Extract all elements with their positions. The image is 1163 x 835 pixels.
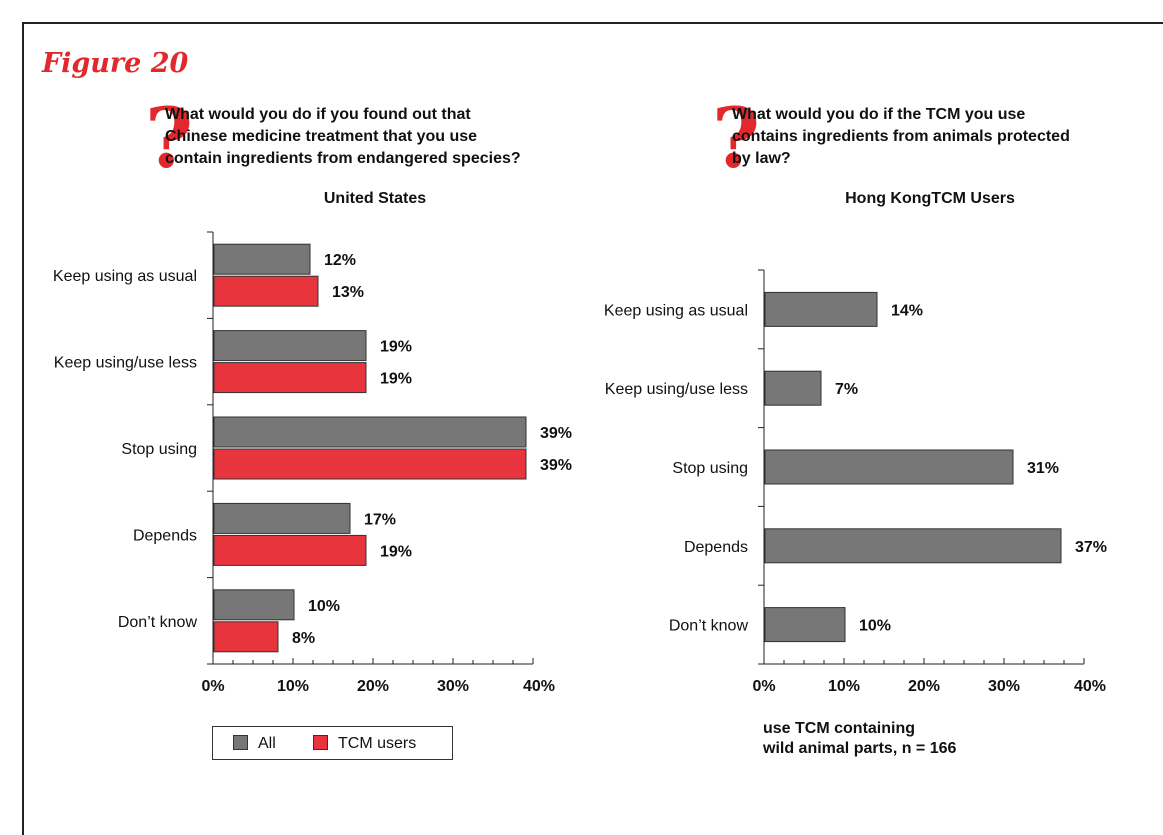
x-tick-label: 0%: [752, 678, 775, 695]
bar: [213, 534, 367, 566]
sample-note-line-1: use TCM containing: [763, 720, 915, 737]
category-label: Don’t know: [669, 618, 749, 635]
left-question-line-1: What would you do if you found out that: [165, 106, 471, 123]
legend-label-tcm: TCM users: [338, 735, 417, 752]
category-label: Don’t know: [118, 614, 198, 631]
right-question-line-1: What would you do if the TCM you use: [732, 106, 1026, 123]
category-label: Depends: [133, 527, 197, 544]
bar: [213, 362, 367, 394]
bar: [213, 243, 311, 275]
right-chart-title: Hong KongTCM Users: [845, 190, 1015, 207]
category-label: Depends: [684, 539, 748, 556]
figure-frame: [22, 22, 1163, 835]
data-label: 19%: [380, 543, 412, 560]
bar: [213, 502, 351, 534]
right-question-line-3: by law?: [732, 150, 791, 167]
category-label: Stop using: [121, 441, 197, 458]
x-tick-label: 40%: [523, 678, 555, 695]
data-label: 14%: [891, 302, 923, 319]
bar: [213, 416, 527, 448]
legend: All TCM users: [212, 726, 453, 760]
data-label: 19%: [380, 339, 412, 356]
bar: [764, 449, 1014, 485]
sample-note-line-2: wild animal parts, n = 166: [763, 740, 957, 757]
category-label: Keep using as usual: [604, 302, 748, 319]
category-label: Keep using as usual: [53, 268, 197, 285]
question-mark-icon: ?: [712, 91, 761, 187]
bar: [213, 275, 319, 307]
legend-swatch-tcm: [313, 735, 328, 750]
data-label: 17%: [364, 511, 396, 528]
data-label: 12%: [324, 252, 356, 269]
bar: [213, 330, 367, 362]
legend-swatch-all: [233, 735, 248, 750]
x-tick-label: 0%: [201, 678, 224, 695]
figure-title: Figure 20: [42, 48, 189, 79]
bar: [764, 528, 1062, 564]
x-tick-label: 40%: [1074, 678, 1106, 695]
data-label: 37%: [1075, 539, 1107, 556]
category-label: Keep using/use less: [54, 355, 197, 372]
left-chart-title: United States: [323, 190, 427, 207]
question-mark-icon: ?: [145, 91, 194, 187]
left-question-line-3: contain ingredients from endangered spec…: [165, 150, 521, 167]
data-label: 19%: [380, 371, 412, 388]
x-tick-label: 10%: [828, 678, 860, 695]
legend-item-tcm: TCM users: [313, 735, 416, 753]
left-question: What would you do if you found out that …: [165, 104, 521, 170]
data-label: 39%: [540, 425, 572, 442]
bar: [764, 370, 822, 406]
x-tick-label: 30%: [988, 678, 1020, 695]
category-label: Keep using/use less: [605, 381, 748, 398]
bar: [764, 291, 878, 327]
right-question-line-2: contains ingredients from animals protec…: [732, 128, 1070, 145]
bar: [764, 607, 846, 643]
data-label: 8%: [292, 630, 315, 647]
x-tick-label: 20%: [357, 678, 389, 695]
legend-label-all: All: [258, 735, 276, 752]
x-tick-label: 20%: [908, 678, 940, 695]
data-label: 39%: [540, 457, 572, 474]
bar: [213, 621, 279, 653]
data-label: 10%: [308, 598, 340, 615]
left-question-line-2: Chinese medicine treatment that you use: [165, 128, 478, 145]
data-label: 31%: [1027, 460, 1059, 477]
data-label: 13%: [332, 284, 364, 301]
right-question: What would you do if the TCM you use con…: [732, 104, 1070, 170]
x-tick-label: 10%: [277, 678, 309, 695]
category-label: Stop using: [672, 460, 748, 477]
legend-item-all: All: [233, 735, 276, 753]
bar: [213, 448, 527, 480]
sample-note: use TCM containing wild animal parts, n …: [763, 719, 956, 759]
data-label: 7%: [835, 381, 858, 398]
bar: [213, 589, 295, 621]
data-label: 10%: [859, 618, 891, 635]
x-tick-label: 30%: [437, 678, 469, 695]
